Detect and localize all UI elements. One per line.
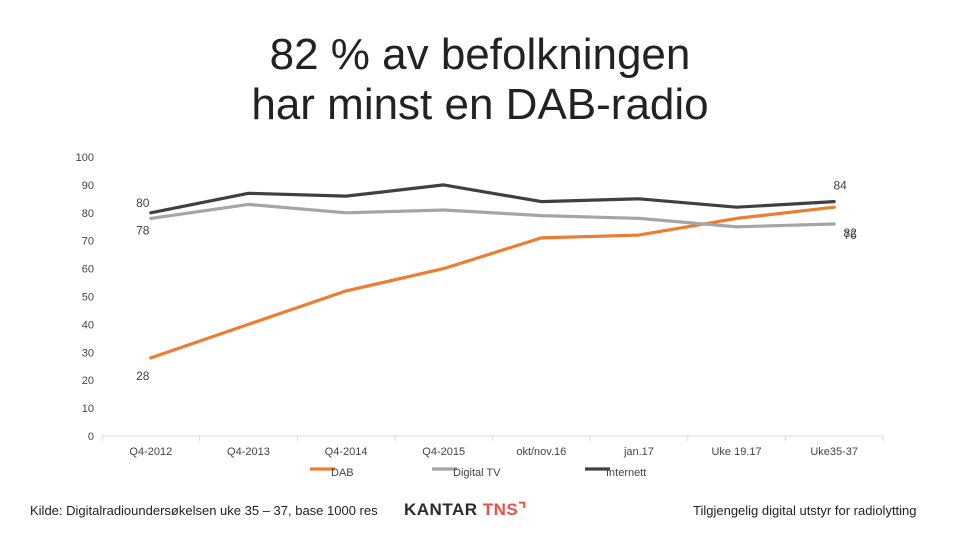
y-tick-label-40: 40: [82, 319, 94, 331]
footer-caption: Tilgjengelig digital utstyr for radiolyt…: [693, 503, 917, 518]
brand-tns: TNS: [482, 500, 519, 519]
series-line-internett: [149, 183, 836, 215]
x-tick-label-7: Uke35-37: [810, 446, 858, 458]
y-tick-label-90: 90: [82, 180, 94, 192]
x-tick-label-0: Q4-2012: [129, 446, 172, 458]
chart-title-line-2: har minst en DAB-radio: [251, 80, 709, 129]
y-tick-label-60: 60: [82, 264, 94, 276]
y-tick-label-100: 100: [76, 152, 94, 164]
data-label-digital-tv-7: 76: [844, 228, 858, 242]
kantar-tns-logo: KANTAR TNS⌝: [404, 500, 531, 520]
x-tick-label-3: Q4-2015: [422, 446, 465, 458]
data-label-digital-tv-0: 78: [136, 223, 150, 237]
x-tick-label-5: jan.17: [623, 446, 654, 458]
y-tick-label-50: 50: [82, 292, 94, 304]
y-tick-label-70: 70: [82, 236, 94, 248]
legend-label-0: DAB: [331, 467, 354, 479]
brand-mark: ⌝: [518, 500, 527, 519]
legend-label-2: Internett: [606, 467, 646, 479]
data-label-dab-7: 82: [844, 226, 858, 240]
data-label-internett-7: 84: [834, 179, 848, 193]
series-line-dab: [149, 205, 836, 360]
x-tick-label-6: Uke 19.17: [711, 446, 761, 458]
y-tick-label-80: 80: [82, 208, 94, 220]
x-tick-label-1: Q4-2013: [227, 446, 270, 458]
y-tick-label-0: 0: [88, 431, 94, 443]
chart-title-line-1: 82 % av befolkningen: [269, 30, 691, 79]
series-line-digital-tv: [149, 202, 836, 229]
y-tick-label-30: 30: [82, 347, 94, 359]
data-label-dab-0: 28: [136, 369, 150, 383]
x-tick-label-4: okt/nov.16: [516, 446, 566, 458]
y-tick-label-20: 20: [82, 375, 94, 387]
chart-title: 82 % av befolkningen har minst en DAB-ra…: [0, 30, 960, 130]
source-note: Kilde: Digitalradioundersøkelsen uke 35 …: [30, 503, 378, 518]
legend-label-1: Digital TV: [453, 467, 501, 479]
brand-kantar: KANTAR: [404, 500, 483, 519]
x-tick-label-2: Q4-2014: [325, 446, 368, 458]
y-tick-label-10: 10: [82, 403, 94, 415]
data-label-internett-0: 80: [136, 196, 150, 210]
